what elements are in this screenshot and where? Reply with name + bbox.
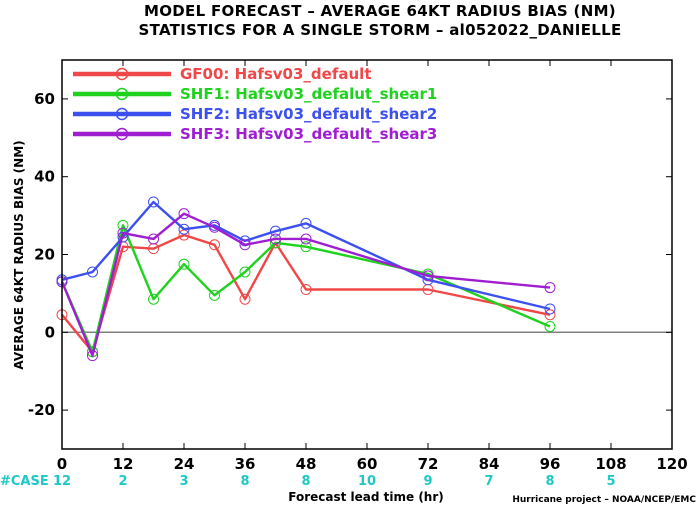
legend-label: SHF2: Hafsv03_default_shear2 (180, 105, 437, 123)
axes-group: 0 12 24 36 48 60 72 84 96 108 120 -20 0 20 40 60 (28, 59, 688, 473)
x-tick-label: 48 (296, 455, 317, 473)
credit-text: Hurricane project – NOAA/NCEP/EMC (512, 495, 696, 505)
legend-label: GF00: Hafsv03_default (180, 65, 371, 83)
case-count: 7 (484, 474, 493, 489)
data-point (270, 225, 281, 237)
series-group (56, 196, 556, 362)
data-point (544, 303, 556, 315)
data-point (544, 309, 556, 321)
y-axis-title: AVERAGE 64KT RADIUS BIAS (NM) (12, 140, 26, 369)
y-tick-label: -20 (28, 401, 55, 419)
data-point (239, 239, 251, 251)
series-4 (56, 208, 556, 362)
legend-entry-1: GF00: Hafsv03_default (73, 65, 371, 83)
chart-title-line2: STATISTICS FOR A SINGLE STORM – al052022… (138, 21, 621, 39)
case-count: 2 (118, 474, 127, 489)
data-point (270, 233, 281, 245)
legend-marker (115, 107, 129, 121)
data-point (117, 227, 129, 239)
x-tick-label: 108 (595, 455, 626, 473)
data-point (300, 233, 312, 245)
case-count-row: #CASE 12 2 3 8 8 10 9 7 8 5 (0, 474, 616, 489)
data-point (209, 289, 220, 301)
data-point (87, 266, 98, 278)
y-tick-label: 40 (34, 168, 55, 186)
series-line-2 (60, 224, 551, 353)
y-tick-label: 0 (45, 323, 55, 341)
data-point (300, 217, 312, 229)
series-line-4 (60, 212, 551, 357)
data-point (239, 293, 251, 305)
series-line-1 (61, 233, 551, 353)
plot-area (62, 60, 672, 449)
data-point (239, 266, 251, 278)
series-3 (56, 196, 556, 315)
data-point (300, 284, 312, 296)
x-tick-label: 96 (540, 455, 561, 473)
case-count: 8 (240, 474, 249, 489)
chart-title-line1: MODEL FORECAST – AVERAGE 64KT RADIUS BIA… (144, 2, 616, 20)
legend-marker (115, 127, 129, 141)
x-axis-title: Forecast lead time (hr) (288, 490, 444, 504)
data-point (148, 233, 159, 245)
legend-marker (115, 87, 129, 101)
legend-marker (115, 67, 129, 81)
plot-background (62, 60, 672, 449)
x-tick-label: 60 (357, 455, 378, 473)
legend-entry-2: SHF1: Hafsv03_defalut_shear1 (73, 85, 437, 103)
case-row-label: #CASE (0, 474, 49, 489)
series-line-3 (61, 200, 551, 311)
data-point (422, 270, 434, 282)
data-point (178, 258, 190, 270)
case-count: 10 (358, 474, 376, 489)
data-point (178, 223, 190, 235)
legend-entry-4: SHF3: Hafsv03_default_shear3 (73, 125, 437, 143)
x-tick-label: 12 (113, 455, 134, 473)
case-count: 12 (53, 474, 71, 489)
case-count: 9 (423, 474, 432, 489)
y-tick-label: 60 (34, 90, 55, 108)
case-count: 8 (301, 474, 310, 489)
case-count: 3 (179, 474, 188, 489)
x-tick-label: 36 (235, 455, 256, 473)
y-tick-label: 20 (34, 246, 55, 264)
data-point (209, 239, 220, 251)
case-count: 8 (545, 474, 554, 489)
data-point (148, 293, 159, 305)
legend: GF00: Hafsv03_default SHF1: Hafsv03_defal… (73, 65, 437, 143)
legend-label: SHF3: Hafsv03_default_shear3 (180, 125, 437, 143)
case-count: 5 (606, 474, 615, 489)
data-point (117, 219, 129, 231)
x-tick-label: 0 (57, 455, 67, 473)
x-tick-label: 24 (174, 455, 195, 473)
data-point (87, 350, 98, 362)
data-point (544, 320, 556, 332)
x-tick-label: 120 (656, 455, 687, 473)
data-point (209, 221, 220, 233)
data-point (178, 208, 190, 220)
data-point (148, 196, 159, 208)
x-tick-label: 84 (479, 455, 500, 473)
legend-label: SHF1: Hafsv03_defalut_shear1 (180, 85, 437, 103)
x-tick-label: 72 (418, 455, 439, 473)
data-point (300, 241, 312, 253)
legend-entry-3: SHF2: Hafsv03_default_shear2 (73, 105, 437, 123)
data-point (544, 282, 556, 294)
